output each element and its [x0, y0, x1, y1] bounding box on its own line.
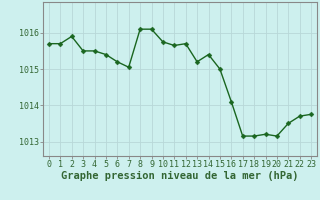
X-axis label: Graphe pression niveau de la mer (hPa): Graphe pression niveau de la mer (hPa): [61, 171, 299, 181]
